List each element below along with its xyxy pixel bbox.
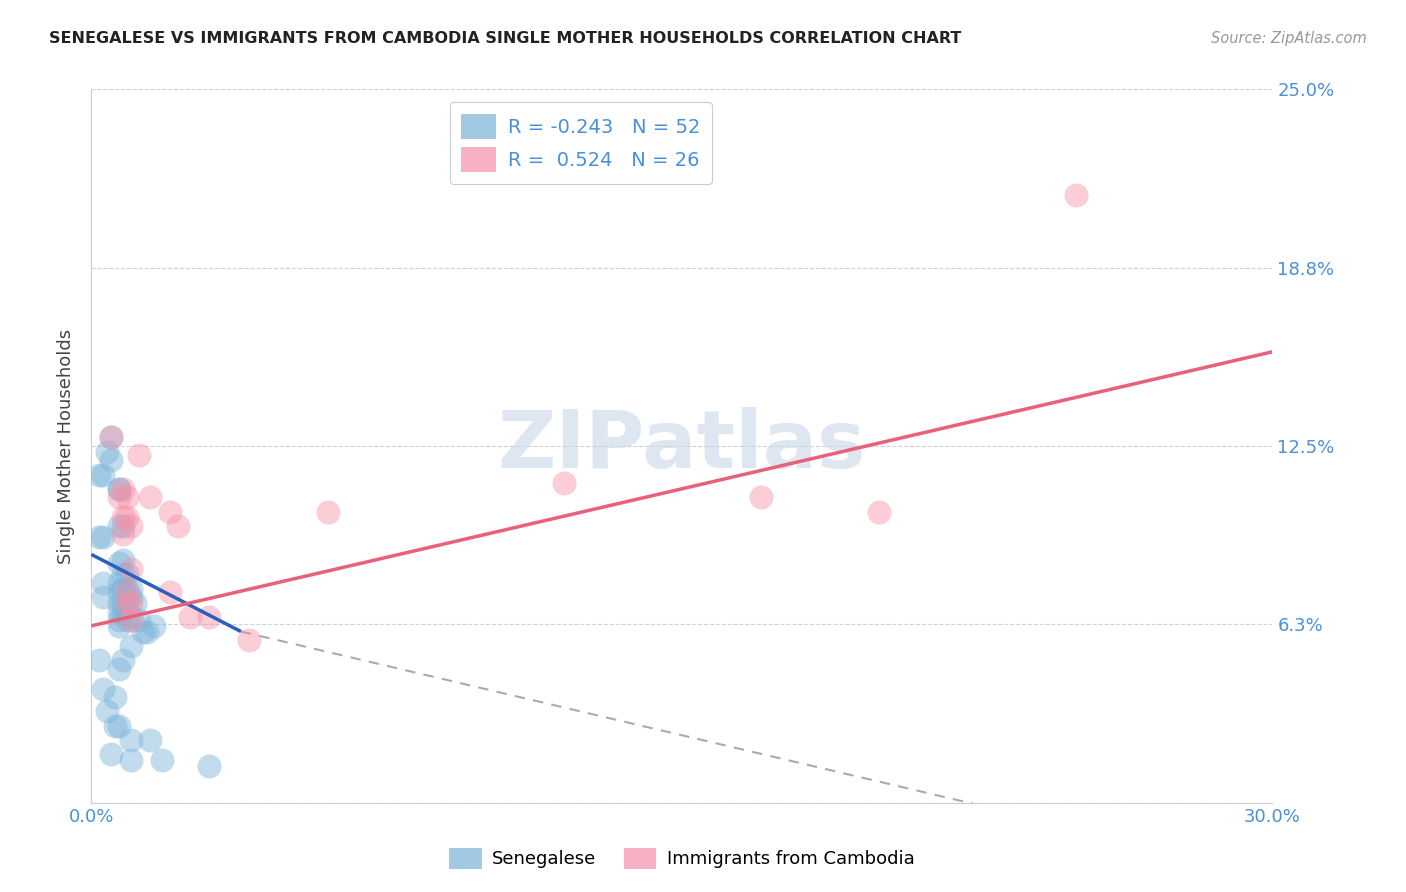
Point	[108, 584, 131, 599]
Point	[108, 596, 131, 610]
Point	[108, 576, 131, 591]
Point	[135, 624, 157, 639]
Point	[91, 681, 114, 696]
Point	[128, 613, 150, 627]
Point	[198, 758, 221, 772]
Point	[1064, 187, 1087, 202]
Point	[100, 453, 122, 467]
Point	[159, 584, 181, 599]
Point	[108, 556, 131, 570]
Legend: Senegalese, Immigrants from Cambodia: Senegalese, Immigrants from Cambodia	[441, 840, 922, 876]
Point	[124, 596, 146, 610]
Point	[104, 719, 127, 733]
Point	[111, 582, 134, 596]
Text: ZIPatlas: ZIPatlas	[498, 407, 866, 485]
Point	[115, 582, 138, 596]
Point	[143, 619, 166, 633]
Point	[111, 653, 134, 667]
Point	[316, 505, 339, 519]
Point	[100, 430, 122, 444]
Point	[108, 482, 131, 496]
Point	[111, 527, 134, 541]
Point	[131, 624, 153, 639]
Point	[120, 596, 142, 610]
Point	[111, 605, 134, 619]
Point	[108, 613, 131, 627]
Point	[553, 476, 575, 491]
Point	[100, 430, 122, 444]
Point	[108, 605, 131, 619]
Point	[96, 444, 118, 458]
Point	[868, 505, 890, 519]
Point	[108, 662, 131, 676]
Point	[111, 567, 134, 582]
Point	[159, 505, 181, 519]
Point	[89, 530, 111, 544]
Point	[89, 467, 111, 482]
Point	[111, 519, 134, 533]
Point	[139, 491, 162, 505]
Point	[96, 705, 118, 719]
Point	[100, 747, 122, 762]
Point	[120, 639, 142, 653]
Point	[111, 596, 134, 610]
Point	[115, 567, 138, 582]
Point	[91, 576, 114, 591]
Point	[120, 562, 142, 576]
Point	[749, 491, 772, 505]
Point	[198, 610, 221, 624]
Point	[120, 519, 142, 533]
Point	[111, 553, 134, 567]
Point	[108, 482, 131, 496]
Point	[111, 510, 134, 524]
Point	[120, 591, 142, 605]
Point	[120, 613, 142, 627]
Point	[104, 690, 127, 705]
Point	[128, 448, 150, 462]
Y-axis label: Single Mother Households: Single Mother Households	[58, 328, 76, 564]
Point	[108, 519, 131, 533]
Point	[91, 467, 114, 482]
Point	[167, 519, 190, 533]
Point	[115, 596, 138, 610]
Point	[108, 491, 131, 505]
Point	[91, 530, 114, 544]
Point	[238, 633, 260, 648]
Point	[91, 591, 114, 605]
Point	[120, 733, 142, 747]
Point	[115, 510, 138, 524]
Point	[150, 753, 173, 767]
Point	[115, 584, 138, 599]
Point	[115, 491, 138, 505]
Point	[179, 610, 201, 624]
Text: Source: ZipAtlas.com: Source: ZipAtlas.com	[1211, 31, 1367, 46]
Point	[139, 733, 162, 747]
Point	[120, 610, 142, 624]
Point	[111, 482, 134, 496]
Point	[115, 613, 138, 627]
Point	[120, 582, 142, 596]
Point	[115, 596, 138, 610]
Point	[120, 753, 142, 767]
Point	[108, 719, 131, 733]
Point	[89, 653, 111, 667]
Point	[108, 619, 131, 633]
Text: SENEGALESE VS IMMIGRANTS FROM CAMBODIA SINGLE MOTHER HOUSEHOLDS CORRELATION CHAR: SENEGALESE VS IMMIGRANTS FROM CAMBODIA S…	[49, 31, 962, 46]
